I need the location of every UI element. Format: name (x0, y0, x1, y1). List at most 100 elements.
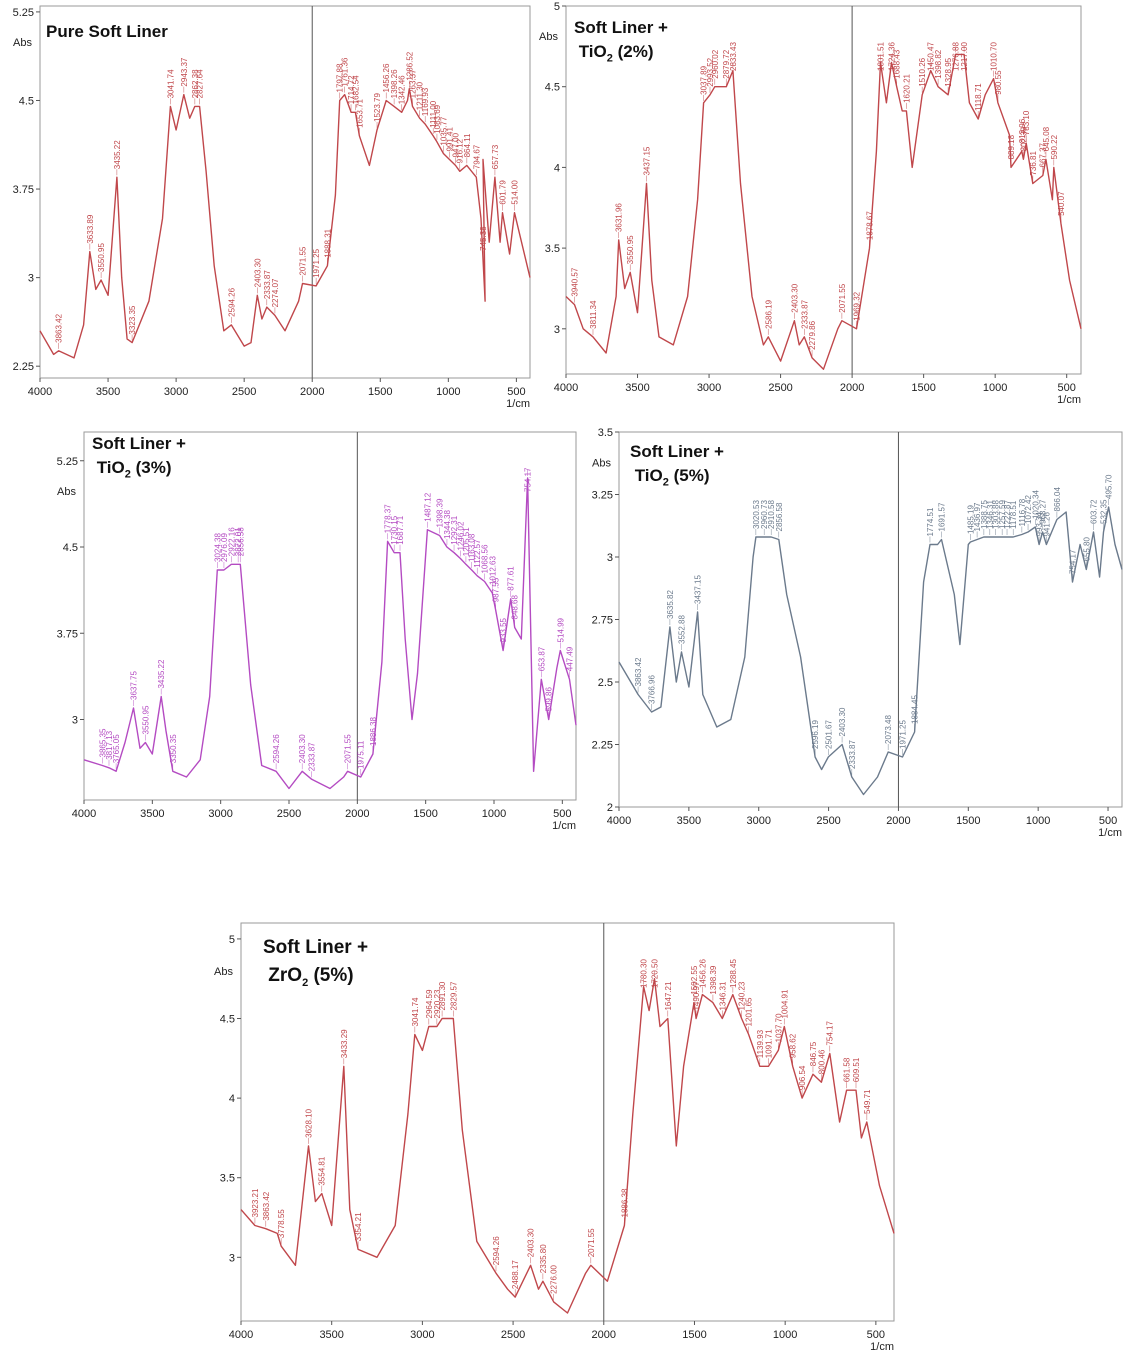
peak-label: 3635.82 (666, 590, 675, 619)
x-tick-label: 3500 (625, 382, 649, 394)
chart-title: Soft Liner + TiO2 (5%) (630, 442, 724, 489)
peak-label: 754.17 (826, 1021, 835, 1046)
peak-label: 736.81 (1029, 151, 1038, 176)
peak-label: 2279.86 (808, 320, 817, 349)
peak-label: 2333.87 (308, 742, 317, 771)
y-tick-label: 2.25 (13, 361, 34, 373)
peak-label: 3631.96 (615, 203, 624, 232)
peak-label: 2829.57 (449, 981, 458, 1010)
y-axis-label: Abs (214, 966, 233, 978)
peak-label: 514.00 (510, 180, 519, 205)
peak-label: 877.61 (507, 566, 516, 591)
plot-frame (240, 922, 895, 1322)
peak-label: 603.72 (1090, 499, 1099, 524)
peak-label: 947.00 (452, 132, 461, 157)
chart-svg: 3 3.5 4 4.5 5 Abs 4000 3500 3000 2500 2000 1500 1000… (539, 1, 1082, 406)
peak-label: 1647.21 (664, 981, 673, 1010)
peak-label: 1217.00 (960, 42, 969, 71)
chart-svg: 2.25 3 3.75 4.5 5.25 Abs 4000 3500 3000 2500 2000 1… (13, 5, 531, 410)
peak-label: 599.86 (545, 686, 554, 711)
peak-label: 1398.39 (709, 965, 718, 994)
peak-label: 1163.08 (468, 533, 477, 562)
peak-label: 968.27 (1039, 499, 1048, 524)
y-tick-label: 5 (554, 1, 560, 13)
x-tick-label: 3500 (140, 808, 164, 820)
peak-label: 987.55 (492, 577, 501, 602)
x-tick-label: 2500 (232, 386, 256, 398)
peak-label: 1398.39 (436, 498, 445, 527)
peak-label: 1687.71 (396, 515, 405, 544)
peak-label: 1969.32 (853, 291, 862, 320)
peak-label: 1116.78 (1018, 498, 1027, 526)
chart-tio2-2: 3 3.5 4 4.5 5 Abs 4000 3500 3000 2500 2000 1500 1000… (539, 0, 1137, 410)
peak-label: 1178.51 (1009, 500, 1018, 529)
peak-label: 813.96 (1018, 118, 1027, 143)
peak-label: 3863.42 (262, 1191, 271, 1220)
peak-label: 1344.38 (443, 510, 452, 539)
y-tick-label: 4 (229, 1093, 235, 1105)
x-tick-label: 1000 (983, 382, 1007, 394)
x-axis-unit: 1/cm (506, 398, 530, 410)
y-tick-label: 3 (229, 1252, 235, 1264)
chart-svg: 2 2.25 2.5 2.75 3 3.25 3.5 Abs 4000 3500 3000 2500 2… (592, 427, 1123, 839)
x-tick-label: 2500 (768, 382, 792, 394)
peak-label: 1263.37 (408, 69, 417, 98)
x-tick-label: 3000 (410, 1329, 434, 1341)
x-tick-label: 2000 (345, 808, 369, 820)
peak-label: 980.55 (994, 70, 1003, 95)
peak-label: 3811.34 (589, 300, 598, 329)
peak-label: 2960.02 (711, 49, 720, 78)
peak-label: 1388.75 (980, 500, 989, 529)
peak-label: 3765.05 (112, 734, 121, 763)
peak-label: 745.38 (479, 226, 488, 251)
x-tick-label: 500 (553, 808, 571, 820)
y-tick-label: 4.5 (19, 95, 34, 107)
peak-label: 1328.95 (944, 57, 953, 86)
chart-title: Pure Soft Liner (46, 22, 168, 41)
y-tick-label: 4.5 (220, 1014, 235, 1026)
peak-label: 2403.30 (790, 283, 799, 312)
peak-label: 2274.07 (271, 278, 280, 307)
peak-label: 1620.21 (902, 73, 911, 102)
y-tick-label: 5.25 (13, 7, 34, 19)
peak-label: 1884.45 (911, 695, 920, 724)
peak-label: 1971.25 (312, 248, 321, 277)
peak-label: 3020.53 (752, 500, 761, 529)
peak-label: 2333.87 (263, 270, 272, 299)
peak-label: 1068.56 (481, 544, 490, 573)
peak-label: 2586.19 (764, 299, 773, 328)
y-tick-label: 3 (28, 273, 34, 285)
peak-label: 1975.11 (357, 740, 366, 769)
peak-label: 667.37 (1039, 142, 1048, 167)
peak-label: 1276.88 (952, 42, 961, 71)
peak-label: 3433.29 (340, 1029, 349, 1058)
peak-label: 1257.59 (998, 500, 1007, 529)
peak-label: 1286.52 (405, 51, 414, 80)
chart-title: Soft Liner + TiO2 (2%) (574, 18, 668, 65)
peak-label: 1398.82 (934, 49, 943, 78)
peak-label: 514.99 (556, 617, 565, 642)
peak-label: 1072.42 (1024, 495, 1033, 524)
peak-label: 1888.31 (323, 228, 332, 257)
chart-tio2-3: 3 3.75 4.5 5.25 Abs 4000 3500 3000 2500 2000 1500 1… (40, 424, 590, 832)
peak-label: 3637.75 (130, 671, 139, 700)
y-tick-label: 3.75 (57, 628, 78, 640)
peak-label: 1730.15 (390, 515, 399, 544)
peak-label: 3041.74 (411, 997, 420, 1026)
y-tick-label: 2.25 (592, 740, 613, 752)
spectrum-line (565, 53, 1082, 370)
peak-label: 1201.65 (745, 997, 754, 1026)
y-tick-label: 2.75 (592, 615, 613, 627)
y-tick-label: 3 (72, 715, 78, 727)
peak-label: 532.35 (1100, 499, 1109, 524)
peak-label: 1346.31 (986, 500, 995, 529)
peak-label: 2594.26 (492, 1236, 501, 1265)
x-tick-label: 1500 (956, 815, 980, 827)
peak-label: 1485.19 (966, 505, 975, 534)
y-tick-label: 5 (229, 934, 235, 946)
x-tick-label: 3000 (697, 382, 721, 394)
plot-frame (83, 431, 577, 801)
peak-label: 1797.88 (336, 63, 345, 92)
peak-label: 609.51 (852, 1057, 861, 1082)
peak-label: 2910.58 (767, 500, 776, 529)
